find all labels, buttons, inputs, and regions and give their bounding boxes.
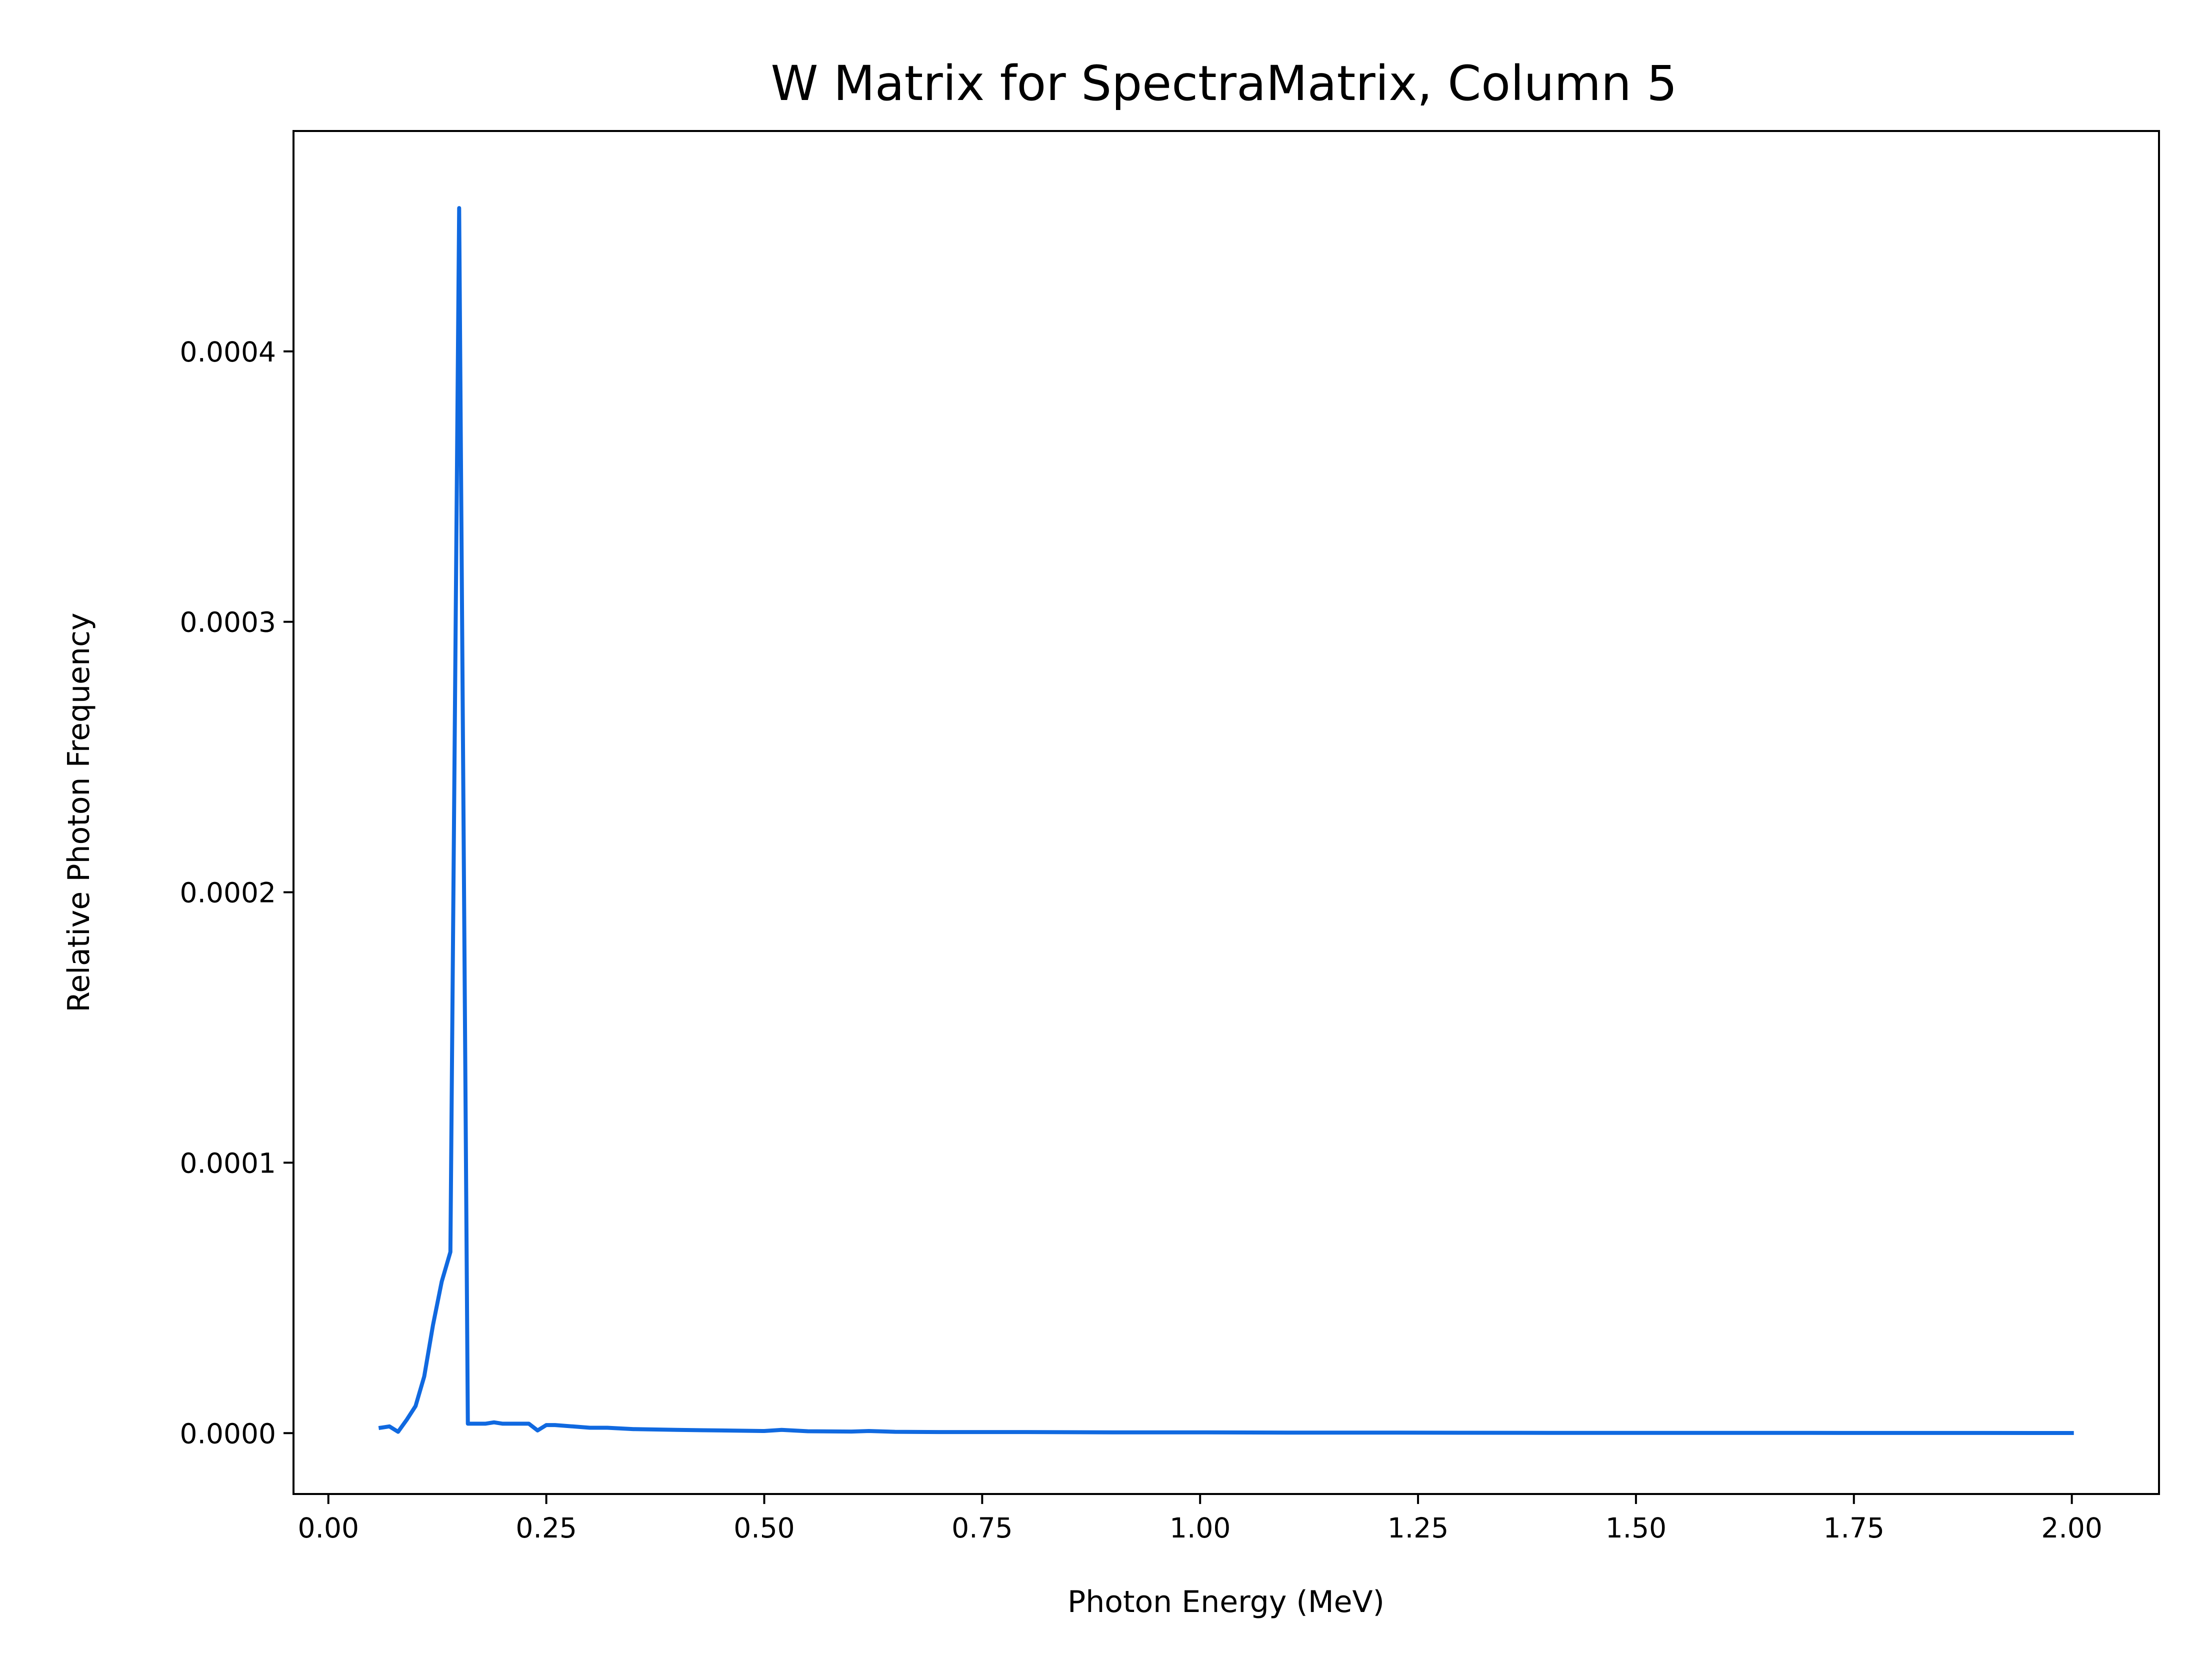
plot-frame <box>292 130 2160 1495</box>
series-line <box>378 206 2074 1436</box>
y-tick-label: 0.0000 <box>180 1418 276 1450</box>
chart-title: W Matrix for SpectraMatrix, Column 5 <box>771 56 1678 112</box>
y-tick-label: 0.0001 <box>180 1147 276 1179</box>
x-tick-label: 1.00 <box>1170 1512 1230 1544</box>
x-tick-label: 1.75 <box>1824 1512 1884 1544</box>
y-tick-label: 0.0003 <box>180 606 276 638</box>
x-tick-label: 2.00 <box>2041 1512 2102 1544</box>
y-axis-label: Relative Photon Frequency <box>62 612 96 1012</box>
x-tick-label: 0.00 <box>298 1512 359 1544</box>
x-tick-label: 0.50 <box>734 1512 794 1544</box>
y-tick-label: 0.0004 <box>180 336 276 368</box>
plot-area <box>292 130 2160 1495</box>
x-tick-label: 0.25 <box>516 1512 576 1544</box>
x-axis-label: Photon Energy (MeV) <box>1068 1584 1384 1620</box>
x-axis: 0.00 0.25 0.50 0.75 1.00 1.25 1.50 1.75 2.00 <box>298 1494 2102 1544</box>
series-layer <box>378 206 2074 1436</box>
x-tick-label: 1.25 <box>1388 1512 1448 1544</box>
y-tick-label: 0.0002 <box>180 877 276 909</box>
x-tick-label: 0.75 <box>952 1512 1012 1544</box>
x-tick-label: 1.50 <box>1606 1512 1666 1544</box>
y-axis: 0.0000 0.0001 0.0002 0.0003 0.0004 <box>180 336 294 1450</box>
